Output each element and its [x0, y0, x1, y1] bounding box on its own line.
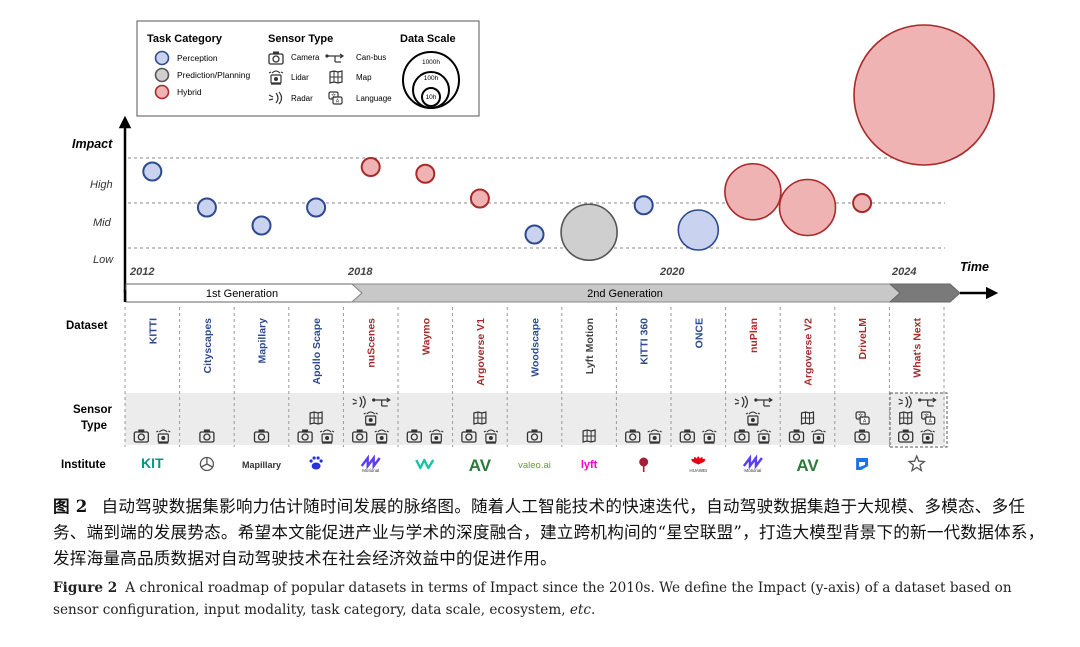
legend-camera-label: Camera	[291, 53, 320, 62]
dataset-name-kitti: KITTI	[147, 318, 159, 344]
year-2020: 2020	[659, 266, 685, 278]
legend-map-label: Map	[356, 73, 372, 82]
legend-canbus-label: Can-bus	[356, 53, 386, 62]
dataset-name-lyft-motion: Lyft Motion	[584, 318, 596, 374]
logo-lyft: lyft	[581, 459, 598, 471]
legend-planning-swatch	[154, 67, 170, 83]
caption-en-label: Figure 2	[53, 580, 118, 596]
dataset-name-drivelm: DriveLM	[857, 318, 869, 360]
dataset-name-apollo-scape: Apollo Scape	[311, 318, 323, 385]
legend-hybrid-label: Hybrid	[177, 87, 202, 97]
bubble-woodscape	[524, 224, 545, 245]
legend-lidar-label: Lidar	[291, 73, 309, 82]
bubble-once	[677, 209, 720, 251]
gen3-ribbon	[888, 283, 961, 303]
bubble-kitti	[142, 161, 163, 182]
legend-planning-label: Prediction/Planning	[177, 70, 251, 80]
legend-language-label: Language	[356, 94, 392, 103]
dataset-name-argoverse-v1: Argoverse V1	[475, 318, 487, 386]
axes: Impact High Mid Low 2012 2018 2020 2024 …	[72, 115, 999, 303]
motional-logo-text: Motional	[744, 468, 761, 473]
dataset-name-kitti-360: KITTI 360	[639, 318, 651, 365]
scale-1000h-label: 1000h	[422, 59, 440, 66]
bubble-argoverse-v2	[778, 178, 837, 237]
bubble-kitti-360	[633, 195, 654, 216]
motional-logo-icon: Motional	[742, 454, 763, 473]
bubble-argoverse-v1	[469, 188, 490, 209]
bubble-apollo-scape	[306, 197, 327, 218]
dataset-name-cityscapes: Cityscapes	[202, 318, 214, 374]
waymo-logo-icon	[415, 458, 435, 470]
dataset-name-argoverse-v2: Argoverse V2	[803, 318, 815, 386]
caption-zh-text: 自动驾驶数据集影响力估计随时间发展的脉络图。随着人工智能技术的快速迭代，自动驾驶…	[53, 497, 1045, 568]
legend-scale-title: Data Scale	[400, 33, 456, 45]
logo-mapillary: Mapillary	[242, 460, 281, 470]
bubble-cityscapes	[196, 197, 217, 218]
row-label-dataset: Dataset	[66, 320, 108, 332]
logo-av: AV	[469, 456, 492, 475]
logo-kit: KIT	[141, 455, 164, 471]
logo-valeo-ai: valeo.ai	[518, 460, 551, 471]
huawei-logo-icon: HUAWEI	[689, 456, 707, 473]
star-alliance-icon	[907, 454, 926, 472]
legend-perception-swatch	[154, 50, 170, 66]
bubble-what-s-next	[853, 24, 995, 166]
caption-en-etc: etc	[569, 602, 592, 618]
bubble-drivelm	[852, 193, 873, 213]
row-label-sensor: Sensor	[73, 404, 113, 416]
opendrivelab-logo-icon	[856, 458, 869, 470]
bubble-nuscenes	[360, 157, 381, 177]
dataset-name-once: ONCE	[693, 318, 705, 348]
bubble-mapillary	[251, 215, 272, 236]
sensor-row-band	[125, 393, 945, 445]
motional-logo-icon: Motional	[360, 454, 381, 473]
bubble-nuplan	[724, 162, 782, 221]
scale-100h-label: 100h	[424, 75, 439, 82]
y-tick-low: Low	[93, 254, 114, 266]
year-2018: 2018	[347, 266, 373, 278]
roadmap-figure: 文 A Task Category Perception Prediction/…	[61, 20, 999, 475]
legend-radar-label: Radar	[291, 94, 313, 103]
logo-av: AV	[796, 456, 819, 475]
dataset-name-nuscenes: nuScenes	[366, 318, 378, 368]
dataset-table: Dataset Sensor Type Institute KITTI Citys…	[61, 307, 948, 475]
gen2-label: 2nd Generation	[587, 288, 663, 300]
bubble-waymo	[415, 163, 436, 184]
bubble-lyft-motion	[560, 203, 618, 262]
dataset-name-mapillary: Mapillary	[257, 318, 269, 364]
y-axis-label: Impact	[72, 137, 113, 151]
dataset-name-waymo: Waymo	[420, 318, 432, 355]
scale-10h-circle	[421, 87, 441, 107]
caption-zh-label: 图 2	[53, 496, 88, 516]
y-tick-high: High	[90, 179, 113, 191]
baidu-paw-icon	[309, 456, 323, 470]
legend: Task Category Perception Prediction/Plan…	[136, 20, 480, 117]
tuebingen-logo-icon	[639, 457, 649, 472]
bubbles	[142, 24, 995, 262]
mercedes-logo-icon	[199, 456, 215, 472]
year-2024: 2024	[891, 266, 916, 278]
dataset-name-what-s-next: What's Next	[912, 318, 924, 378]
row-label-institute: Institute	[61, 459, 106, 471]
legend-task-title: Task Category	[147, 33, 223, 45]
year-2012: 2012	[129, 266, 154, 278]
motional-logo-text: Motional	[362, 468, 379, 473]
legend-hybrid-swatch	[154, 84, 170, 100]
y-tick-mid: Mid	[93, 217, 112, 229]
dataset-name-woodscape: Woodscape	[530, 318, 542, 377]
legend-perception-label: Perception	[177, 53, 218, 63]
scale-100h-circle	[412, 71, 450, 109]
huawei-logo-text: HUAWEI	[689, 468, 707, 473]
legend-sensor-title: Sensor Type	[268, 33, 333, 45]
gen1-label: 1st Generation	[206, 288, 278, 300]
dataset-name-nuplan: nuPlan	[748, 318, 760, 353]
caption-en-text: A chronical roadmap of popular datasets …	[53, 580, 1012, 618]
caption-en-end: .	[591, 602, 596, 618]
row-label-type: Type	[81, 420, 107, 432]
time-axis-label: Time	[960, 260, 989, 274]
scale-10h-label: 10h	[426, 94, 437, 101]
whats-next-sensor-box	[889, 392, 948, 448]
caption-chinese: 图 2 自动驾驶数据集影响力估计随时间发展的脉络图。随着人工智能技术的快速迭代，自…	[53, 493, 1053, 572]
